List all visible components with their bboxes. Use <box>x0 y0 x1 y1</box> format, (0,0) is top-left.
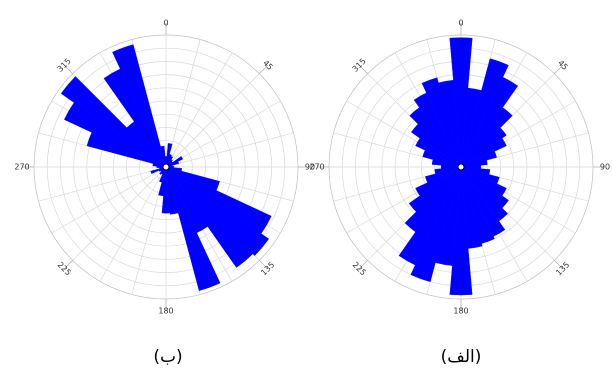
angle-tick-label-270: 270 <box>14 163 29 172</box>
angle-tick-label-180: 180 <box>158 307 173 316</box>
rose-wedge-20 <box>460 58 509 168</box>
angle-tick <box>554 260 564 270</box>
caption-b: (ب) <box>153 347 182 367</box>
angle-tick-label-0: 0 <box>163 19 168 28</box>
grid-spoke <box>72 166 167 261</box>
angle-tick <box>63 64 73 74</box>
rose-wedge-60 <box>460 137 507 168</box>
rose-wedge-250 <box>425 166 462 183</box>
angle-tick-label-180: 180 <box>453 307 468 316</box>
angle-tick <box>63 260 73 270</box>
grid-spoke <box>165 73 260 168</box>
rose-wedge-250 <box>150 166 167 174</box>
rose-wedge-210 <box>398 166 462 266</box>
grid-spoke <box>38 166 167 202</box>
rose-wedge-180 <box>161 166 171 214</box>
rose-wedge-350 <box>160 145 167 168</box>
rose-wedges <box>60 44 272 291</box>
rose-wedge-130 <box>165 166 269 256</box>
angle-tick <box>358 64 368 74</box>
center-marker <box>162 163 170 171</box>
angle-tick-label-90: 90 <box>305 163 315 172</box>
rose-wedge-340 <box>112 44 167 168</box>
angle-tick <box>259 64 269 74</box>
rose-wedge-30 <box>460 77 519 168</box>
grid-spoke <box>165 132 294 168</box>
rose-wedge-170 <box>165 166 179 215</box>
rose-wedge-70 <box>460 151 497 168</box>
angle-tick-label-270: 270 <box>309 163 324 172</box>
rose-wedge-60 <box>165 156 184 168</box>
center-marker <box>457 163 465 171</box>
grid-spoke <box>165 100 281 168</box>
rose-wedge-230 <box>408 166 462 213</box>
angle-tick <box>259 260 269 270</box>
rose-wedge-50 <box>460 127 507 168</box>
grid-spoke <box>99 166 167 282</box>
rose-wedge-140 <box>165 166 254 268</box>
rose-wedge-160 <box>165 166 221 291</box>
angle-tick-label-90: 90 <box>600 163 610 172</box>
rose-wedge-340 <box>421 77 462 168</box>
grid-spoke <box>165 52 233 168</box>
angle-tick <box>358 260 368 270</box>
rose-wedge-240 <box>415 166 462 197</box>
rose-wedges <box>398 37 519 296</box>
rose-wedge-200 <box>410 166 462 282</box>
angle-tick <box>554 64 564 74</box>
rose-wedge-260 <box>434 166 462 175</box>
rose-wedge-0 <box>449 37 473 168</box>
rose-wedge-350 <box>438 79 462 168</box>
rose-wedge-40 <box>460 107 513 168</box>
rose-wedge-310 <box>60 76 167 168</box>
rose-wedge-180 <box>449 166 473 296</box>
rose-wedge-220 <box>404 166 462 233</box>
caption-alef: (الف) <box>441 347 482 367</box>
angle-tick-label-0: 0 <box>458 19 463 28</box>
grid-spoke <box>51 166 167 234</box>
rose-wedge-80 <box>460 159 488 168</box>
